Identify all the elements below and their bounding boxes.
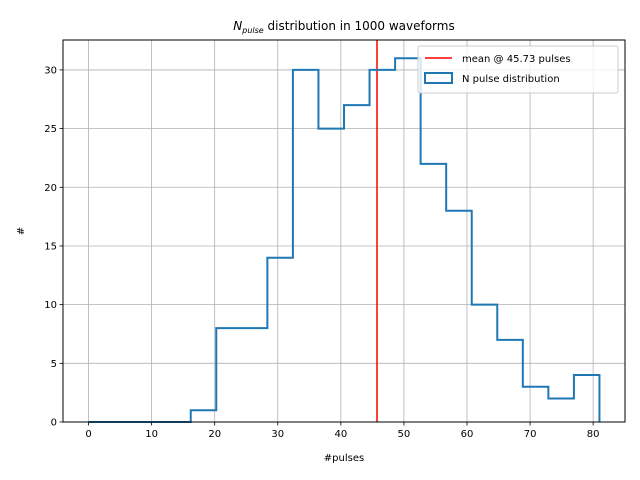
x-tick-label: 10 (145, 429, 158, 440)
legend-mean-label: mean @ 45.73 pulses (462, 54, 571, 65)
legend: mean @ 45.73 pulses N pulse distribution (417, 45, 619, 94)
histogram-layer (88, 57, 601, 423)
x-tick-label: 70 (524, 429, 537, 440)
x-tick-label: 80 (587, 429, 600, 440)
chart-title: Npulse distribution in 1000 waveforms (233, 19, 454, 35)
grid (63, 40, 625, 423)
x-ticks: 0 10 20 30 40 50 60 70 80 (85, 422, 600, 440)
legend-series-label: N pulse distribution (462, 74, 560, 85)
y-tick-label: 20 (44, 183, 57, 194)
x-tick-label: 50 (398, 429, 411, 440)
legend-box (417, 45, 619, 94)
x-tick-label: 0 (85, 429, 91, 440)
y-tick-label: 30 (44, 65, 57, 76)
x-tick-label: 60 (461, 429, 474, 440)
y-tick-label: 10 (44, 300, 57, 311)
x-axis-label: #pulses (324, 453, 364, 464)
y-tick-label: 0 (51, 418, 57, 429)
y-tick-label: 15 (44, 241, 57, 252)
title-subscript: pulse (241, 26, 264, 35)
x-tick-label: 40 (334, 429, 347, 440)
title-rest: distribution in 1000 waveforms (264, 19, 455, 33)
legend-hist-swatch (424, 72, 453, 84)
plot-frame (62, 39, 626, 423)
y-tick-label: 25 (44, 124, 57, 135)
histogram-step-outline (88, 57, 601, 423)
x-tick-label: 30 (271, 429, 284, 440)
y-ticks: 0 5 10 15 20 25 30 (44, 65, 63, 429)
title-main: N (233, 19, 242, 33)
y-tick-label: 5 (51, 359, 57, 370)
x-tick-label: 20 (208, 429, 221, 440)
y-axis-label: # (16, 227, 27, 235)
